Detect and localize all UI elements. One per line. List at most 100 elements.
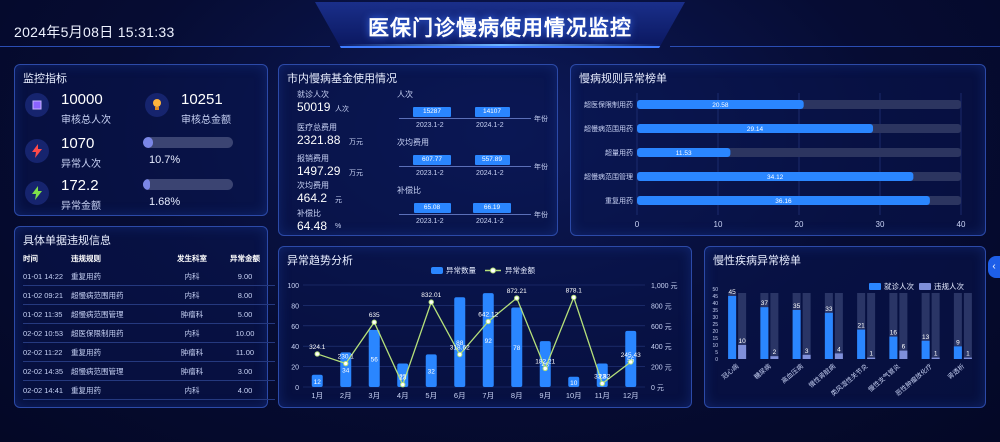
disease-bar-violations[interactable] — [963, 357, 972, 359]
table-row[interactable]: 02-02 14:41 重复用药 内科 4.00 — [23, 381, 275, 400]
trend-right-tick: 200 元 — [651, 364, 672, 372]
violation-table: 时间 违规规则 发生科室 异常金额 01-01 14:22 重复用药 内科 9.00 0… — [23, 249, 275, 400]
side-collapse-button[interactable]: ‹ — [988, 256, 1000, 278]
disease-bar-track — [857, 293, 866, 359]
kpi-abnormal-amount-label: 异常金额 — [61, 201, 101, 212]
trend-bar-label: 78 — [513, 345, 521, 352]
disease-bar-visits[interactable] — [857, 329, 866, 359]
fund-stat-unit: 元 — [335, 197, 342, 204]
table-cell: 02-02 14:35 — [23, 366, 64, 376]
disease-bar-visits[interactable] — [792, 310, 801, 359]
rank-bar[interactable] — [637, 100, 804, 109]
table-cell: 内科 — [184, 385, 200, 395]
fund-stat-unit: 万元 — [349, 170, 363, 177]
trend-bar[interactable] — [311, 374, 323, 387]
trend-line-point[interactable] — [428, 299, 434, 305]
trend-bar[interactable] — [425, 354, 437, 387]
disease-bar-label: 6 — [902, 344, 906, 351]
trend-bar[interactable] — [568, 376, 580, 387]
table-row[interactable]: 01-02 09:21 超慢病范围用药 内科 8.00 — [23, 286, 275, 305]
trend-bar[interactable] — [625, 330, 637, 387]
trend-line-point[interactable] — [514, 295, 520, 301]
table-row[interactable]: 02-02 14:35 超慢病范围管理 肿瘤科 3.00 — [23, 362, 275, 381]
disease-bar-visits[interactable] — [953, 346, 962, 359]
trend-bar[interactable] — [539, 341, 551, 387]
trend-left-tick: 60 — [291, 324, 299, 331]
disease-x-label: 冠心病 — [720, 361, 741, 381]
trend-bar-label: 23 — [599, 373, 607, 380]
trend-bar-label: 56 — [371, 356, 379, 363]
mini-chart-unit: 年份 — [534, 116, 548, 123]
disease-bar-label: 35 — [793, 303, 801, 310]
title-plate: 医保门诊慢病使用情况监控 — [315, 2, 685, 48]
table-row[interactable]: 01-01 14:22 重复用药 内科 9.00 — [23, 267, 275, 286]
disease-bar-violations[interactable] — [738, 345, 747, 359]
trend-right-tick: 600 元 — [651, 323, 672, 331]
trend-line-point[interactable] — [542, 365, 548, 372]
disease-x-label: 高血压病 — [779, 361, 805, 385]
trend-x-label: 4月 — [397, 391, 409, 400]
trend-line-point[interactable] — [485, 318, 491, 325]
trend-bar[interactable] — [340, 352, 352, 387]
table-cell: 内科 — [184, 328, 200, 338]
disease-bar-visits[interactable] — [760, 307, 769, 359]
trend-x-label: 9月 — [539, 391, 551, 400]
rank-bar[interactable] — [637, 124, 874, 133]
disease-bar-label: 9 — [956, 339, 960, 346]
trend-x-label: 3月 — [368, 391, 380, 400]
disease-bar-violations[interactable] — [931, 357, 940, 359]
disease-bar-violations[interactable] — [834, 353, 843, 359]
rank-bar-value: 11.53 — [676, 150, 692, 157]
trend-line-point[interactable] — [314, 351, 320, 357]
rank-bar[interactable] — [637, 148, 731, 157]
disease-bar-visits[interactable] — [921, 340, 930, 359]
trend-bar[interactable] — [482, 293, 494, 387]
disease-bar-label: 37 — [761, 300, 769, 307]
table-row[interactable]: 02-02 11:22 重复用药 肿瘤科 11.00 — [23, 343, 275, 362]
disease-bar-violations[interactable] — [867, 357, 876, 359]
disease-bar-violations[interactable] — [899, 350, 908, 359]
trend-chart: 0 20 40 60 80 100 0 元 200 元 400 元 600 元 800 元 1,000… — [287, 265, 677, 400]
disease-bar-visits[interactable] — [824, 312, 833, 359]
trend-line-point[interactable] — [628, 359, 634, 365]
legend-swatch-bar — [431, 267, 443, 274]
disease-bar-visits[interactable] — [728, 296, 737, 359]
rank-tick-label: 20 — [795, 220, 804, 229]
rank-bar[interactable] — [637, 196, 930, 205]
legend-label: 违规人次 — [934, 281, 964, 291]
mini-chart-bar: 607.77 — [413, 155, 451, 165]
mini-chart-unit: 年份 — [534, 164, 548, 171]
trend-line-point[interactable] — [571, 294, 577, 301]
trend-line-point[interactable] — [599, 380, 605, 387]
legend-label: 就诊人次 — [884, 281, 914, 291]
trend-bar[interactable] — [397, 363, 409, 387]
trend-bar[interactable] — [454, 297, 466, 387]
abnormal-amount-progress-fill — [143, 179, 151, 190]
disease-bar-violations[interactable] — [770, 356, 779, 359]
disease-panel-title: 慢性疾病异常榜单 — [713, 255, 801, 267]
disease-bar-visits[interactable] — [889, 336, 898, 359]
trend-bar[interactable] — [511, 307, 523, 387]
disease-bar-label: 1 — [966, 351, 970, 358]
trend-line-point[interactable] — [371, 319, 377, 325]
table-cell: 内科 — [184, 271, 200, 281]
table-row[interactable]: 01-02 11:35 超慢病范围管理 肿瘤科 5.00 — [23, 305, 275, 324]
monitor-panel: 监控指标 10000 审核总人次 10251 审核总金额 1070 异常人次 1… — [14, 64, 268, 216]
rank-bar-value: 20.58 — [712, 102, 729, 109]
trend-line-point[interactable] — [457, 351, 463, 358]
rank-bar[interactable] — [637, 172, 914, 181]
trend-x-label: 2月 — [340, 391, 352, 400]
table-cell: 01-02 11:35 — [23, 309, 63, 319]
trend-line-point[interactable] — [343, 360, 349, 367]
disease-bar-violations[interactable] — [802, 354, 811, 359]
disease-bar-label: 45 — [729, 289, 737, 296]
trend-line-point[interactable] — [400, 381, 406, 388]
trend-line-label: 230.1 — [338, 354, 355, 361]
trend-panel-title: 异常趋势分析 — [287, 255, 353, 267]
legend-label: 异常金额 — [505, 265, 535, 275]
fund-stat-label: 补偿比 — [297, 209, 321, 218]
trend-bar[interactable] — [368, 329, 380, 387]
mini-chart-bar: 15287 — [413, 107, 451, 117]
table-row[interactable]: 02-02 10:53 超医保限制用药 内科 10.00 — [23, 324, 275, 343]
trend-x-label: 10月 — [566, 391, 582, 400]
